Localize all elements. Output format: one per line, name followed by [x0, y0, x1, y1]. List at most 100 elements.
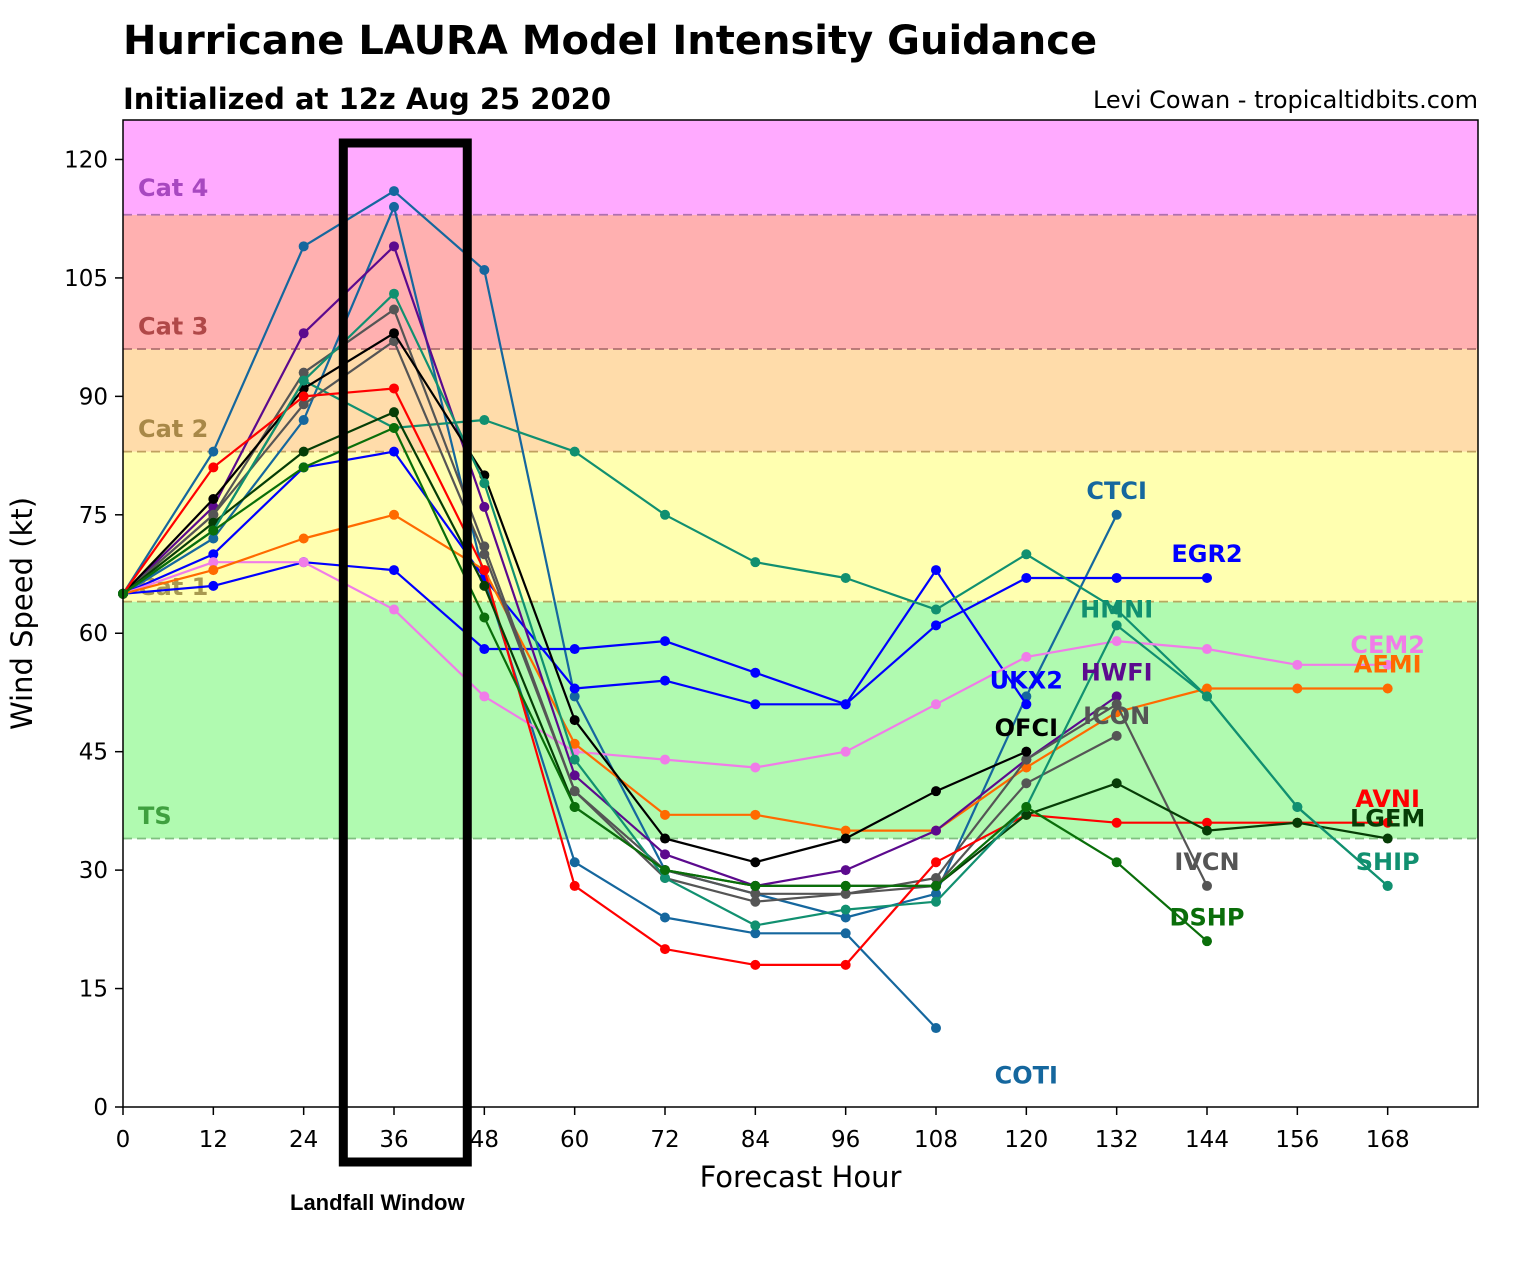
x-tick-label: 24 — [289, 1127, 318, 1153]
data-point-egr2 — [931, 620, 941, 631]
data-point-hmni — [569, 446, 580, 457]
data-point-ctci — [208, 446, 219, 457]
data-point-ofci — [569, 715, 580, 726]
data-point-ship — [1382, 880, 1393, 891]
data-point-ofci — [660, 833, 670, 844]
model-series — [118, 186, 1393, 1034]
data-point-cem2 — [208, 557, 219, 568]
data-point-cem2 — [931, 699, 941, 710]
series-label-avni: AVNI — [1355, 785, 1420, 813]
series-line-ctci — [122, 190, 1118, 919]
data-point-hmni — [750, 557, 761, 568]
data-point-lgem — [1382, 833, 1393, 844]
band-label-cat-4: Cat 4 — [138, 174, 208, 202]
data-point-hmni — [1021, 549, 1032, 560]
data-point-ivcn — [1021, 754, 1032, 765]
x-tick-label: 0 — [116, 1127, 131, 1153]
data-point-ship — [931, 896, 941, 907]
data-point-coti — [840, 928, 851, 939]
data-point-dshp — [1021, 801, 1032, 812]
data-point-aemi — [660, 809, 670, 820]
series-label-hmni: HMNI — [1080, 595, 1153, 623]
data-point-lgem — [298, 446, 309, 457]
series-line-hwfi — [122, 245, 1118, 888]
plot-frame — [122, 119, 1479, 1108]
data-point-ukx2 — [840, 699, 851, 710]
data-point-ctci — [479, 265, 490, 276]
band-cat-4 — [123, 120, 1478, 215]
data-point-aemi — [1202, 683, 1212, 694]
data-point-dshp — [208, 525, 219, 536]
data-point-ivcn — [750, 896, 761, 907]
y-axis-label: Wind Speed (kt) — [5, 497, 39, 730]
data-point-aemi — [569, 738, 580, 749]
band-cat-2 — [123, 348, 1478, 452]
x-tick-label: 60 — [560, 1127, 589, 1153]
x-tick-label: 168 — [1366, 1127, 1410, 1153]
data-point-ukx2 — [750, 667, 761, 678]
data-point-ship — [840, 904, 851, 915]
data-point-hmni — [931, 604, 941, 615]
data-point-ship — [389, 288, 399, 299]
data-point-hmni — [1111, 604, 1122, 615]
y-tick-label: 75 — [79, 503, 108, 529]
data-point-dshp — [569, 801, 580, 812]
data-point-dshp — [1202, 936, 1212, 947]
data-point-ukx2 — [479, 644, 490, 655]
data-point-avni — [298, 391, 309, 402]
series-label-ship: SHIP — [1356, 848, 1420, 876]
x-tick-label: 12 — [199, 1127, 228, 1153]
category-bands — [123, 120, 1478, 840]
data-point-lgem — [1111, 778, 1122, 789]
data-point-avni — [1111, 817, 1122, 828]
y-tick-label: 0 — [93, 1095, 108, 1121]
y-tick-label: 15 — [79, 977, 108, 1003]
data-point-coti — [660, 912, 670, 923]
data-point-lgem — [1292, 817, 1303, 828]
data-point-ship — [569, 754, 580, 765]
x-tick-label: 144 — [1185, 1127, 1229, 1153]
band-cat-1 — [123, 451, 1478, 602]
x-tick-label: 132 — [1095, 1127, 1139, 1153]
y-tick-label: 120 — [64, 147, 108, 173]
data-point-coti — [750, 928, 761, 939]
data-point-icon — [1021, 778, 1032, 789]
x-tick-label: 108 — [914, 1127, 958, 1153]
data-point-icon — [298, 399, 309, 410]
data-point-aemi — [298, 533, 309, 544]
data-point-ctci — [569, 691, 580, 702]
data-point-aemi — [1292, 683, 1303, 694]
series-label-coti: COTI — [995, 1061, 1058, 1089]
data-point-dshp — [931, 880, 941, 891]
data-point-ivcn — [931, 873, 941, 884]
data-point-ofci — [389, 328, 399, 339]
data-point-hmni — [479, 415, 490, 426]
data-point-hwfi — [931, 825, 941, 836]
data-point-aemi — [389, 509, 399, 520]
data-point-ofci — [1021, 746, 1032, 757]
data-point-lgem — [479, 580, 490, 591]
data-point-ivcn — [298, 367, 309, 378]
series-label-ctci: CTCI — [1086, 477, 1147, 505]
series-label-ofci: OFCI — [995, 714, 1058, 742]
data-point-ofci — [840, 833, 851, 844]
data-point-coti — [208, 533, 219, 544]
x-axis-ticks: 0 12 24 36 48 60 72 84 96 108 120 132 144 156 168 — [116, 1107, 1410, 1153]
data-point-avni — [840, 959, 851, 970]
data-point-hwfi — [1111, 691, 1122, 702]
data-point-ivcn — [569, 786, 580, 797]
data-point-aemi — [1021, 762, 1032, 773]
data-point-cem2 — [298, 557, 309, 568]
data-point-ivcn — [840, 888, 851, 899]
data-point-cem2 — [1021, 651, 1032, 662]
series-label-lgem: LGEM — [1350, 805, 1425, 833]
data-point-aemi — [1382, 683, 1393, 694]
data-point-dshp — [1111, 857, 1122, 868]
data-point-aemi — [750, 809, 761, 820]
series-line-coti — [122, 205, 937, 1029]
chart-credit: Levi Cowan - tropicaltidbits.com — [1092, 86, 1478, 114]
data-point-dshp — [479, 612, 490, 623]
data-point-hmni — [660, 509, 670, 520]
